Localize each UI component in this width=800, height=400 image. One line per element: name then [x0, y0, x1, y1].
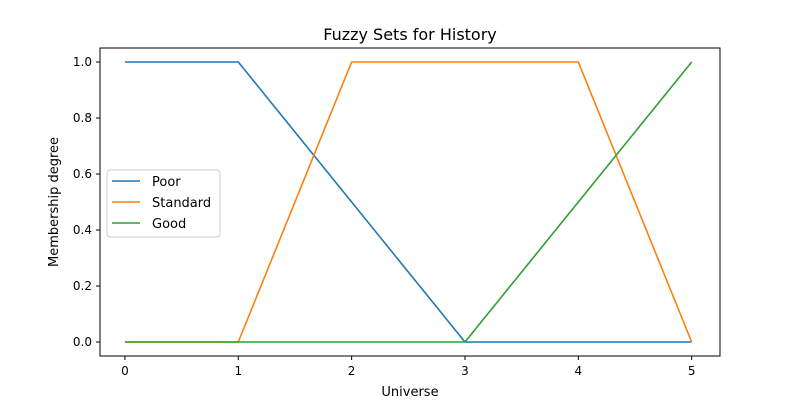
series-line-poor [124, 61, 692, 343]
x-tick-label: 3 [461, 364, 469, 378]
x-tick-label: 1 [234, 364, 242, 378]
x-tick-label: 2 [348, 364, 356, 378]
legend-label: Poor [152, 175, 181, 190]
y-tick-label: 0.4 [73, 223, 92, 237]
y-tick-label: 0.6 [73, 167, 92, 181]
y-tick-label: 0.2 [73, 279, 92, 293]
y-axis-label: Membership degree [47, 137, 62, 267]
y-axis: 0.0 0.2 0.4 0.6 0.8 1.0 [73, 55, 100, 349]
y-tick-label: 0.8 [73, 111, 92, 125]
x-axis-label: Universe [381, 385, 438, 400]
legend-label: Good [152, 217, 186, 232]
axes-frame [99, 47, 721, 357]
x-tick-label: 5 [688, 364, 696, 378]
legend-label: Standard [152, 196, 211, 211]
chart-title: Fuzzy Sets for History [323, 25, 497, 44]
series-line-good [124, 61, 693, 343]
y-tick-label: 1.0 [73, 55, 92, 69]
x-tick-label: 4 [574, 364, 582, 378]
y-tick-label: 0.0 [73, 335, 92, 349]
x-axis: 0 1 2 3 4 5 [121, 356, 695, 378]
x-tick-label: 0 [121, 364, 129, 378]
legend: Poor Standard Good [106, 169, 221, 238]
legend-box [106, 169, 221, 238]
plot-area [124, 61, 693, 343]
